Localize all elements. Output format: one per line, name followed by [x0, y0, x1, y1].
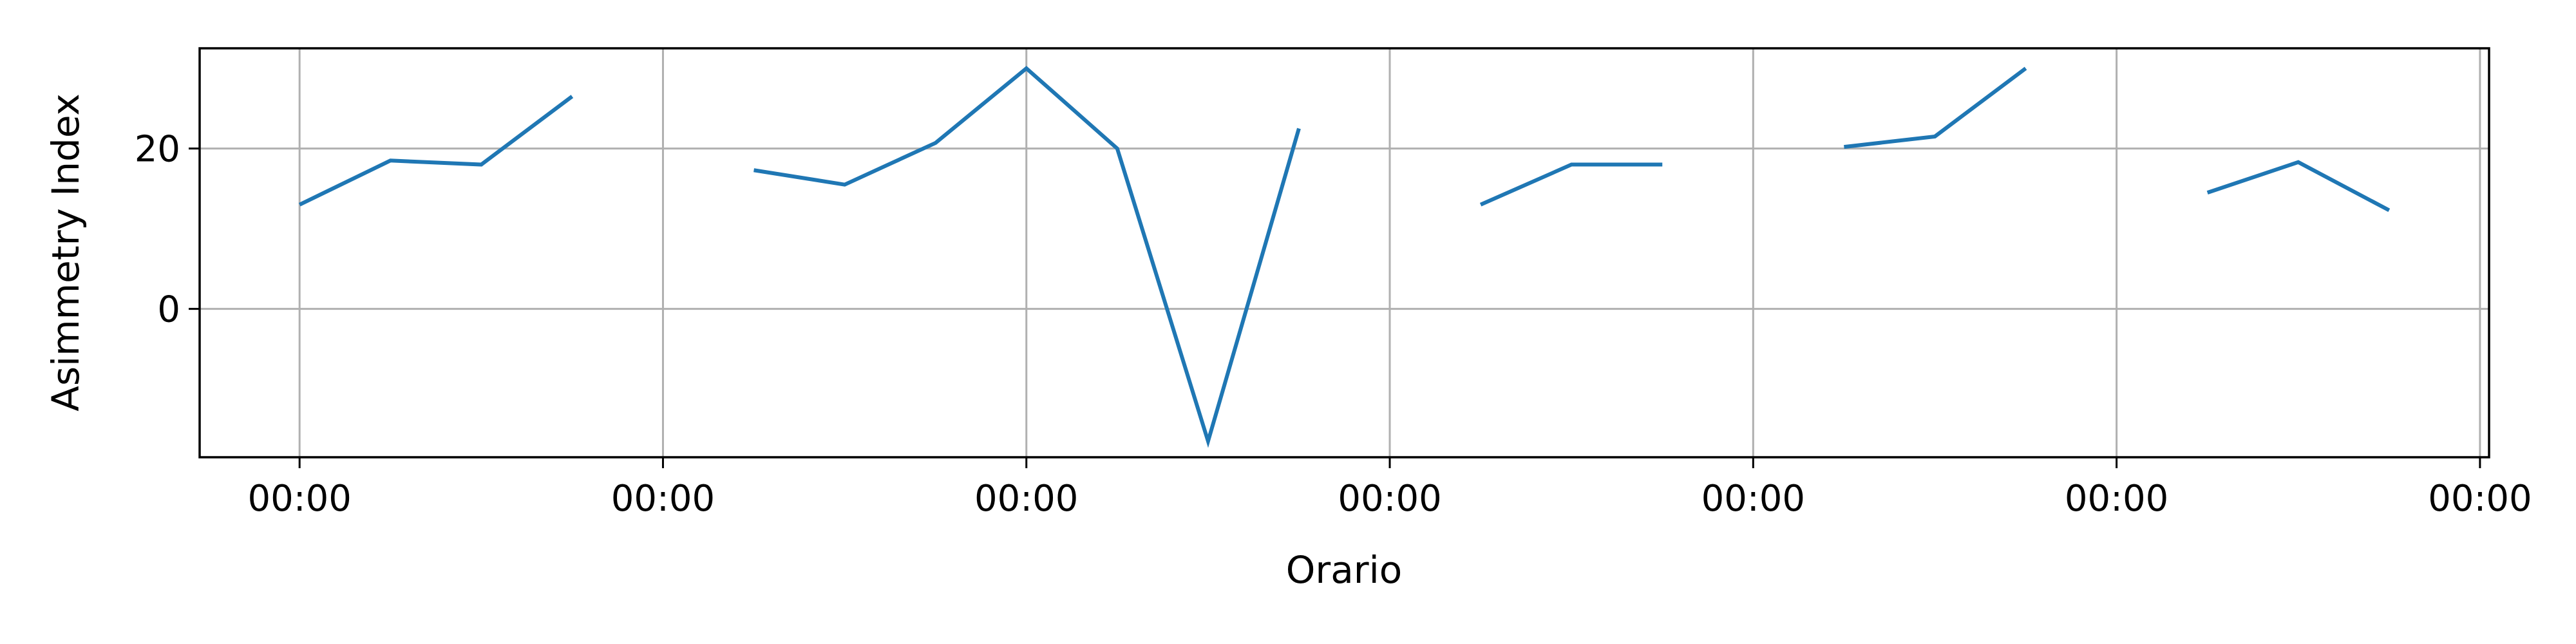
series-line-segment	[1844, 66, 2027, 149]
x-tick-label: 00:00	[974, 478, 1078, 520]
y-tick-label: 0	[157, 289, 180, 331]
x-tick-label: 00:00	[2065, 478, 2168, 520]
plot-frame	[198, 47, 2490, 459]
x-tick-label: 00:00	[611, 478, 715, 520]
x-axis-label: Orario	[1286, 548, 1403, 592]
series-line-segment	[1479, 162, 1663, 207]
x-tick-label: 00:00	[1338, 478, 1441, 520]
plot-background	[200, 48, 2489, 457]
y-tick-label: 20	[135, 129, 180, 171]
series-line-segment	[753, 66, 1301, 448]
y-axis-ticks: 0 20	[135, 129, 200, 331]
x-tick-label: 00:00	[2428, 478, 2532, 520]
grid-lines	[200, 48, 2489, 457]
series-line-segment	[2206, 160, 2391, 213]
series-line-segment	[298, 95, 574, 207]
x-tick-label: 00:00	[247, 478, 351, 520]
data-series	[298, 66, 2391, 448]
y-axis-label: Asimmetry Index	[44, 93, 88, 412]
x-tick-label: 00:00	[1701, 478, 1805, 520]
x-axis-ticks: 00:00 00:00 00:00 00:00 00:00 00:00 00:00	[247, 457, 2532, 520]
